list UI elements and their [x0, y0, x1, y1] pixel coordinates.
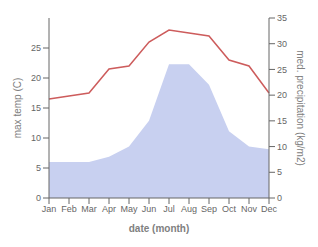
svg-text:10: 10 [31, 133, 41, 143]
svg-text:20: 20 [277, 90, 287, 100]
svg-text:25: 25 [31, 43, 41, 53]
svg-text:5: 5 [277, 167, 282, 177]
svg-text:35: 35 [277, 13, 287, 23]
svg-text:med. precipitation (kg/m2): med. precipitation (kg/m2) [295, 50, 306, 166]
svg-text:10: 10 [277, 142, 287, 152]
svg-text:max temp (C): max temp (C) [12, 78, 23, 139]
svg-text:20: 20 [31, 73, 41, 83]
svg-text:Apr: Apr [102, 204, 116, 214]
svg-text:15: 15 [31, 103, 41, 113]
svg-text:0: 0 [277, 193, 282, 203]
svg-text:Jul: Jul [163, 204, 175, 214]
svg-text:May: May [120, 204, 138, 214]
svg-text:Nov: Nov [241, 204, 258, 214]
svg-text:15: 15 [277, 116, 287, 126]
svg-text:Dec: Dec [261, 204, 278, 214]
svg-text:Jan: Jan [42, 204, 57, 214]
svg-text:0: 0 [36, 193, 41, 203]
svg-text:30: 30 [277, 39, 287, 49]
svg-text:25: 25 [277, 65, 287, 75]
svg-text:Sep: Sep [201, 204, 217, 214]
svg-text:Feb: Feb [61, 204, 77, 214]
svg-text:date (month): date (month) [129, 223, 190, 234]
svg-text:Mar: Mar [81, 204, 97, 214]
svg-text:5: 5 [36, 163, 41, 173]
svg-text:Aug: Aug [181, 204, 197, 214]
svg-text:Jun: Jun [142, 204, 157, 214]
svg-text:Oct: Oct [222, 204, 237, 214]
